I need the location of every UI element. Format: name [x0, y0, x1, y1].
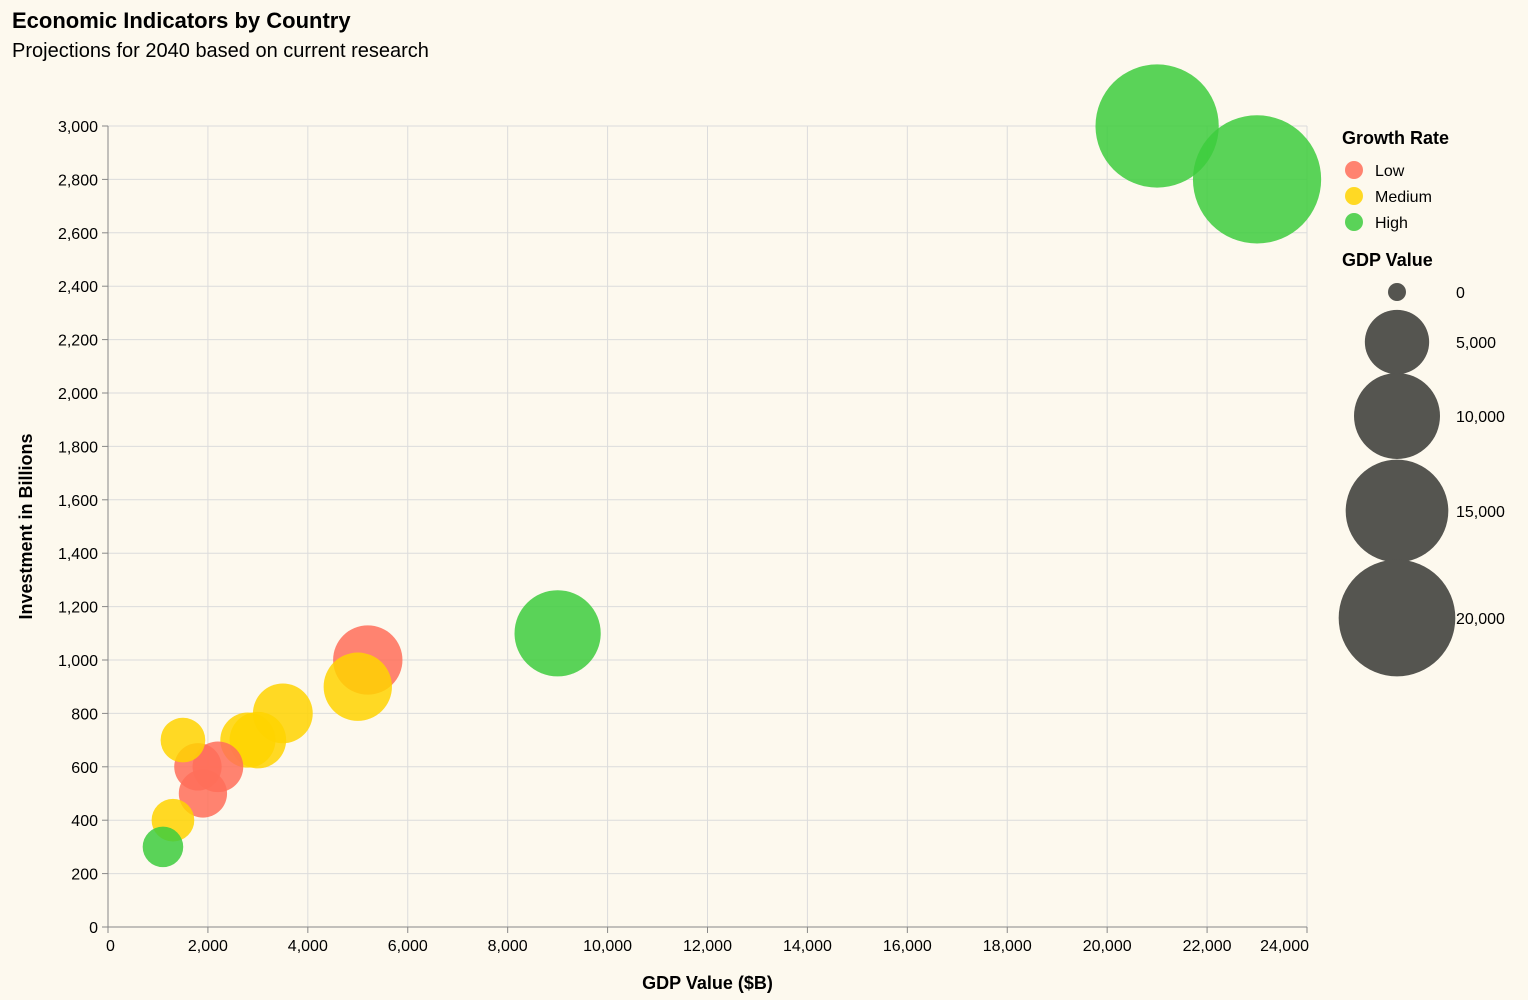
data-points	[142, 64, 1322, 868]
data-point-high[interactable]	[1192, 115, 1322, 244]
y-tick-label: 600	[71, 760, 98, 777]
legend-size-title: GDP Value	[1342, 250, 1433, 270]
y-tick-label: 800	[71, 706, 98, 723]
chart-title: Economic Indicators by Country	[12, 8, 351, 33]
data-point-high[interactable]	[142, 826, 184, 868]
data-point-high[interactable]	[514, 590, 601, 677]
y-tick-label: 1,000	[58, 653, 98, 670]
y-tick-label: 400	[71, 813, 98, 830]
data-point-high[interactable]	[1095, 64, 1219, 188]
y-tick-label: 2,600	[58, 226, 98, 243]
legend-size-label: 5,000	[1456, 335, 1496, 352]
y-tick-label: 2,400	[58, 279, 98, 296]
legend-label-medium: Medium	[1375, 189, 1432, 206]
x-tick-label: 2,000	[188, 938, 228, 955]
axes: 0 2,000 4,000 6,000 8,000 10,000 12,000 14,000 1…	[16, 119, 1309, 993]
legend-size-circle	[1345, 459, 1449, 563]
x-tick-label: 4,000	[288, 938, 328, 955]
x-tick-label: 16,000	[883, 938, 932, 955]
legend-size-label: 0	[1456, 285, 1465, 302]
x-tick-label: 14,000	[783, 938, 832, 955]
y-tick-label: 200	[71, 867, 98, 884]
y-tick-label: 2,200	[58, 333, 98, 350]
x-tick-label: 10,000	[583, 938, 632, 955]
legend-size-label: 10,000	[1456, 409, 1505, 426]
chart-subtitle: Projections for 2040 based on current re…	[12, 40, 429, 62]
legend-size-circle	[1364, 309, 1430, 375]
grid	[107, 125, 1308, 928]
y-tick-label: 1,200	[58, 600, 98, 617]
data-point-medium[interactable]	[160, 717, 206, 763]
y-axis-title: Investment in Billions	[16, 433, 36, 619]
y-tick-label: 1,800	[58, 439, 98, 456]
y-tick-label: 3,000	[58, 119, 98, 136]
legend-swatch-medium	[1345, 187, 1363, 205]
x-axis-title: GDP Value ($B)	[642, 973, 773, 993]
legend-label-high: High	[1375, 215, 1408, 232]
legend-size-circle	[1338, 559, 1456, 677]
x-tick-label: 24,000	[1260, 938, 1309, 955]
x-tick-label: 8,000	[488, 938, 528, 955]
legend-swatch-low	[1345, 161, 1363, 179]
legend-size-circle	[1354, 373, 1440, 459]
x-tick-label: 12,000	[683, 938, 732, 955]
legend-size-circle	[1388, 283, 1406, 301]
x-tick-label: 6,000	[388, 938, 428, 955]
data-point-medium[interactable]	[323, 652, 392, 721]
legend-color-title: Growth Rate	[1342, 128, 1449, 148]
legend-label-low: Low	[1375, 163, 1405, 180]
x-tick-label: 18,000	[983, 938, 1032, 955]
legend-size-label: 15,000	[1456, 504, 1505, 521]
y-tick-label: 2,000	[58, 386, 98, 403]
y-tick-label: 0	[89, 920, 98, 937]
y-tick-label: 1,600	[58, 493, 98, 510]
y-tick-label: 2,800	[58, 172, 98, 189]
x-tick-label: 20,000	[1083, 938, 1132, 955]
legend: Growth Rate Low Medium High GDP Value 0 5,000 1…	[1338, 128, 1505, 677]
x-tick-label: 22,000	[1183, 938, 1232, 955]
legend-swatch-high	[1345, 213, 1363, 231]
legend-size-label: 20,000	[1456, 611, 1505, 628]
y-tick-label: 1,400	[58, 546, 98, 563]
x-tick-label: 0	[106, 938, 115, 955]
